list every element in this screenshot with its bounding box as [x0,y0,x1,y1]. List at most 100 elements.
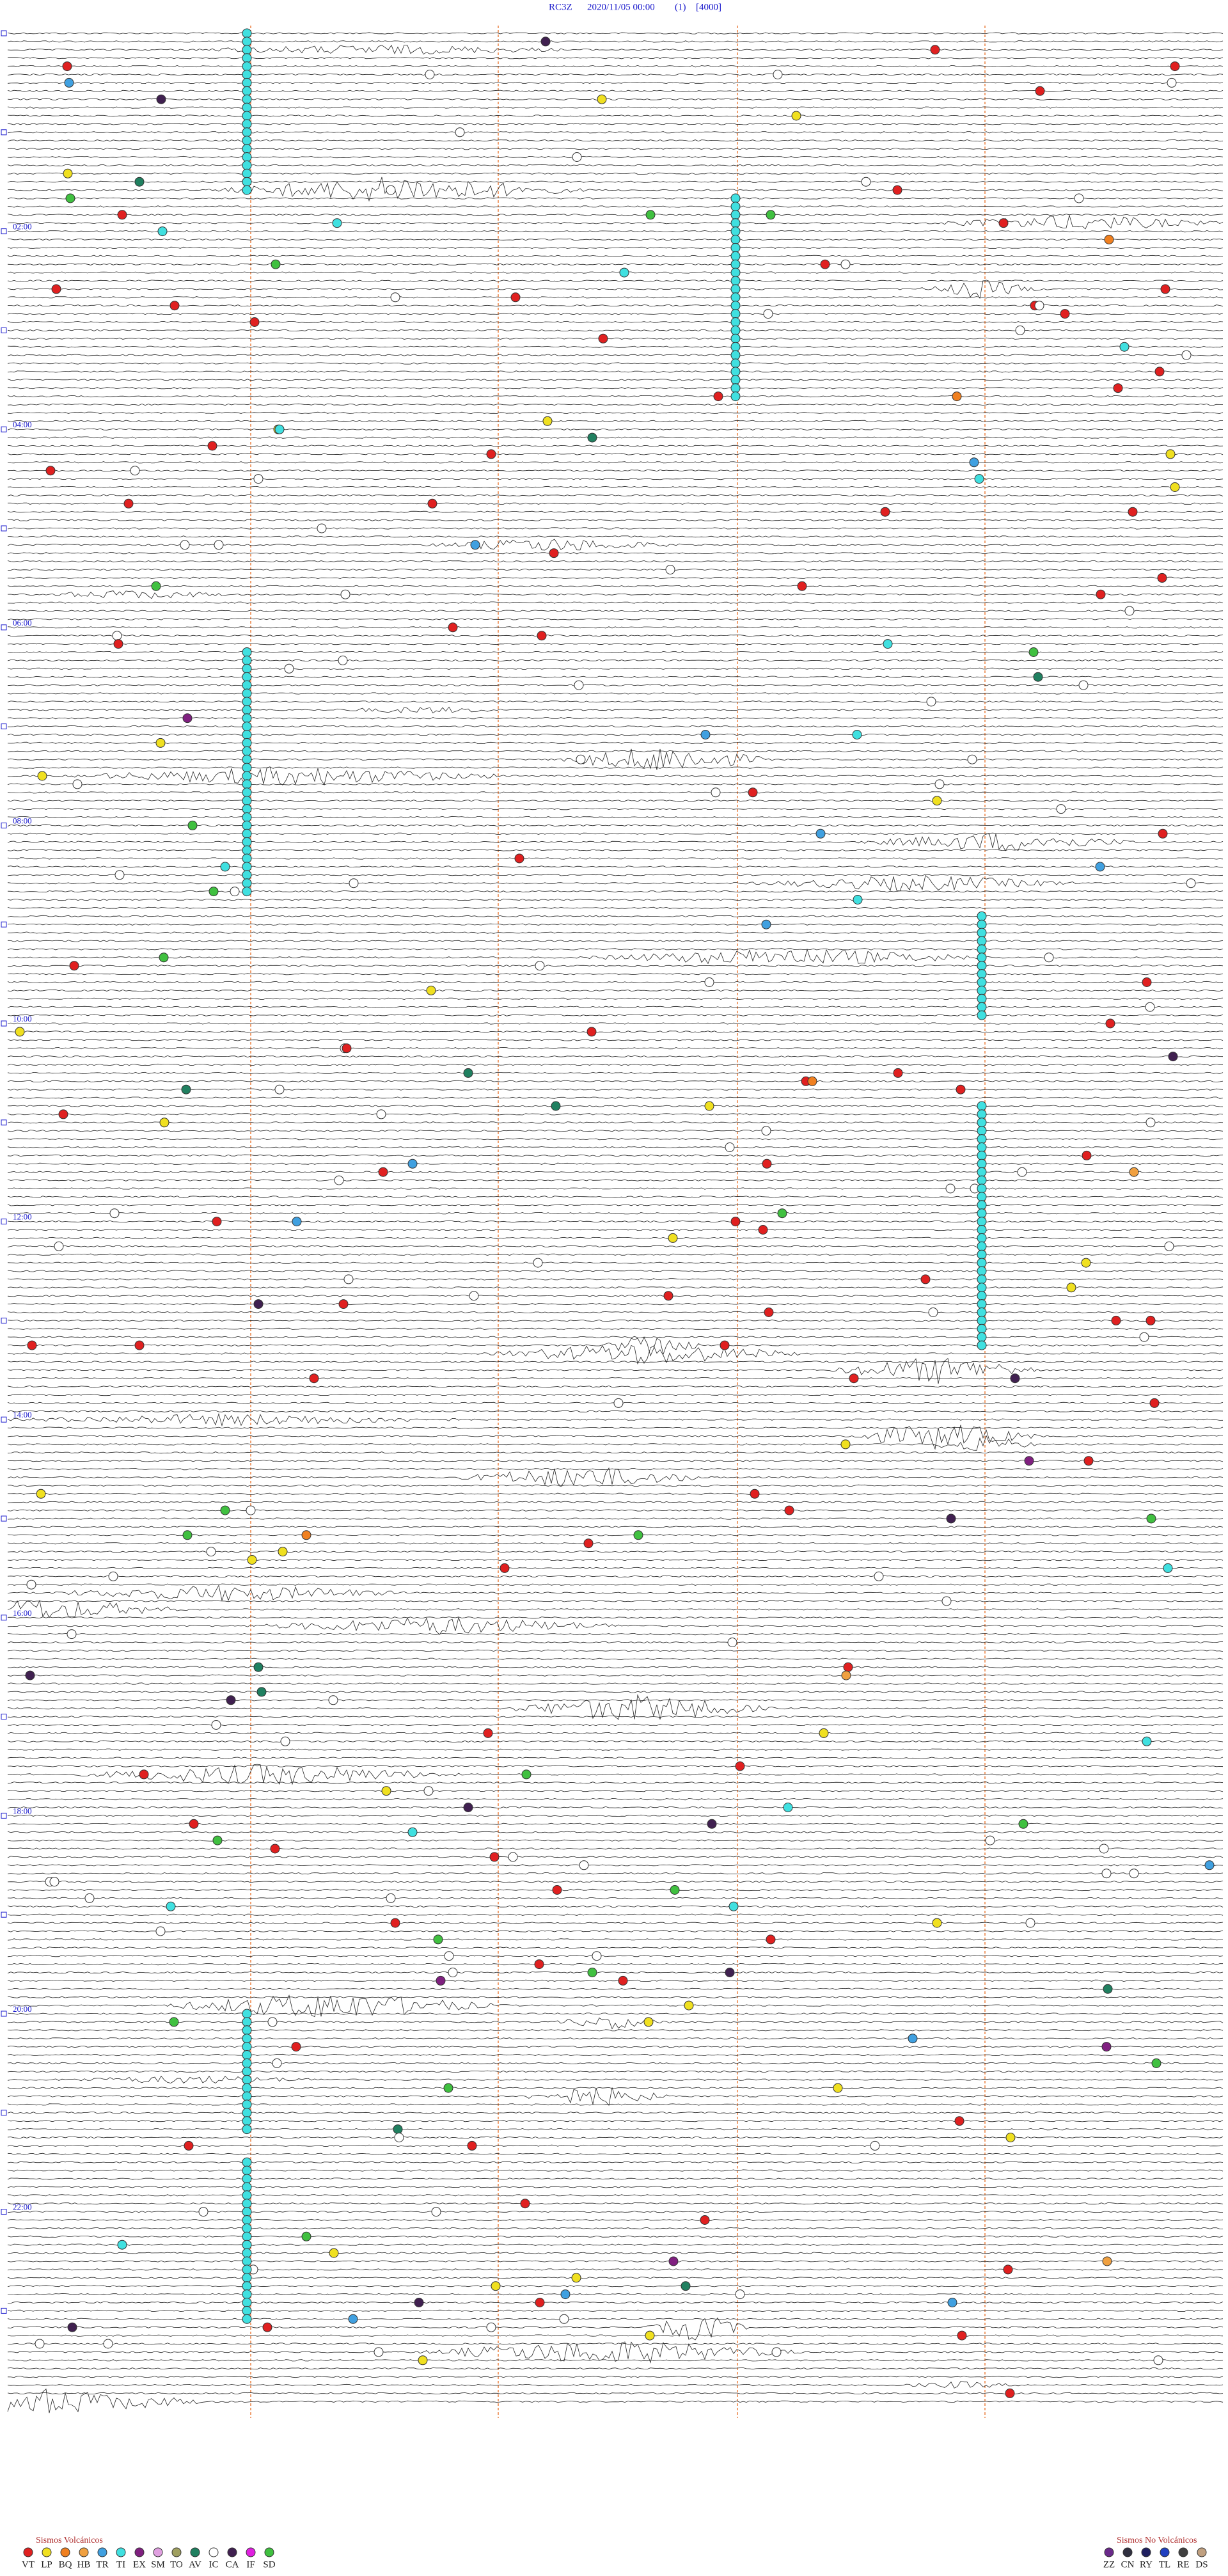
trace [7,1864,1224,1867]
event [242,2099,252,2110]
event [1105,1018,1115,1029]
event [448,622,458,633]
event [514,853,524,864]
event [977,928,987,938]
event [155,738,166,748]
event [242,2264,252,2275]
event [246,1505,256,1515]
event [207,441,217,451]
event [932,1918,942,1928]
event [242,2091,252,2101]
event [560,2289,571,2300]
event [67,1629,77,1640]
trace [7,1542,1224,1545]
trace [7,2227,1224,2230]
row-marker [1,1416,7,1423]
event [117,2240,127,2250]
row-marker [1,1119,7,1126]
trace [7,1071,1224,1075]
event [730,317,741,327]
trace [7,470,1224,472]
event [815,828,826,839]
event [242,2182,252,2192]
trace [7,684,1224,686]
trace [7,436,1224,439]
event [242,2231,252,2241]
legend-label: TR [96,2559,108,2570]
event [1078,680,1089,690]
row-marker [1,822,7,828]
event [977,1158,987,1169]
legend-label: TL [1159,2559,1170,2570]
event [967,754,977,764]
event [26,1579,36,1590]
event [1095,862,1105,872]
event [271,259,281,269]
event [1181,350,1192,360]
time-label: 02:00 [13,222,32,232]
event [84,1893,95,1903]
trace [7,948,1224,951]
row-marker [1,1615,7,1621]
event [508,1852,518,1862]
event [908,2034,918,2044]
event [486,2322,496,2332]
trace [7,1806,1224,1809]
trace [7,1204,1224,1206]
event [985,1835,995,1845]
event [463,1068,473,1078]
event [187,820,198,830]
event [103,2339,113,2349]
trace [7,1501,1224,1503]
trace [7,1888,1224,1892]
trace [7,2045,1224,2048]
event [1142,1736,1152,1746]
row-marker [1,426,7,432]
event [1170,61,1180,72]
trace [7,816,1224,819]
trace [7,1345,1224,1365]
trace [7,2186,1223,2188]
legend-label: IC [209,2559,219,2570]
event [242,663,252,674]
legend-swatch [153,2547,163,2557]
trace [7,906,1224,910]
event [332,218,342,228]
event [954,2116,964,2126]
event [870,2140,880,2151]
event [242,2314,252,2324]
trace [7,1938,1223,1941]
event [390,1918,400,1928]
time-label: 22:00 [13,2202,32,2212]
trace [7,1814,1224,1817]
legend-label: ZZ [1103,2559,1115,2570]
event [67,2322,77,2332]
trace [7,791,1224,794]
legend-label: SM [151,2559,165,2570]
trace [8,1847,1224,1850]
trace [7,1484,1224,1487]
trace [7,800,1224,802]
event [242,771,252,781]
event [242,2223,252,2233]
trace [7,1393,1224,1396]
trace [7,214,1224,230]
event [1145,1002,1155,1012]
legend-swatch [209,2547,219,2557]
event [893,1068,903,1078]
event [750,1489,760,1499]
legend-swatch [190,2547,200,2557]
event [551,1101,561,1111]
event [242,853,252,864]
event [343,1274,354,1284]
trace [7,395,1224,398]
legend: Sismos Volcánicos VT LP BQ HB TR TI EX SM TO AV IC C… [22,2536,1208,2570]
trace [7,1412,1224,1427]
event [242,878,252,889]
trace [7,177,1224,202]
event [134,1340,145,1350]
event [974,474,984,484]
event [242,152,252,162]
event [242,2058,252,2068]
event [274,424,285,434]
